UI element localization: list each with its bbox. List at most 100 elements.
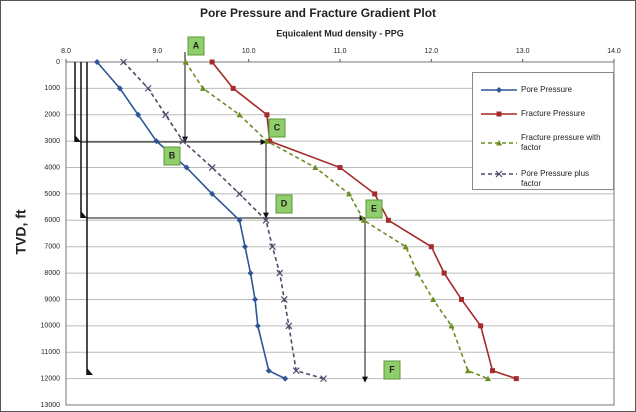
point: [276, 269, 284, 277]
point: [267, 138, 273, 144]
y-tick-label: 10000: [41, 323, 61, 330]
annotation-box: [268, 118, 286, 138]
point: [236, 111, 243, 118]
y-tick-label: 3000: [44, 138, 60, 145]
point: [208, 164, 216, 171]
annotation: D: [281, 198, 288, 208]
point: [414, 270, 421, 276]
point: [182, 59, 189, 65]
point: [441, 270, 447, 276]
point: [513, 376, 519, 382]
legend-swatch: [481, 87, 517, 93]
legend-swatch: [481, 111, 517, 117]
annotation-box: [275, 194, 293, 214]
x-axis-label: Equicalent Mud density - PPG: [276, 28, 404, 38]
point: [490, 368, 496, 374]
chart-title: Pore Pressure and Fracture Gradient Plot: [200, 6, 436, 20]
point: [320, 375, 327, 383]
point: [153, 138, 160, 145]
point: [242, 243, 249, 250]
annotation: B: [169, 150, 176, 160]
annotation: A: [193, 40, 200, 50]
point: [495, 170, 503, 178]
plot-area: [65, 61, 615, 406]
legend-label: Fracture Pressure: [521, 109, 586, 118]
y-tick-label: 6000: [44, 217, 60, 224]
point: [285, 322, 293, 330]
annotation-box: [163, 146, 181, 166]
legend-label: Pore Pressure plus factor: [521, 169, 590, 188]
point: [263, 138, 270, 144]
point: [162, 111, 169, 119]
x-tick-label: 10.0: [242, 48, 256, 55]
point: [385, 217, 391, 223]
point: [230, 85, 236, 91]
point: [183, 164, 190, 171]
point: [402, 243, 409, 250]
x-tick-label: 9.0: [152, 48, 162, 55]
x-tick-label: 13.0: [516, 48, 530, 55]
point: [209, 59, 215, 65]
point: [236, 190, 243, 198]
point: [116, 85, 123, 92]
point: [262, 216, 270, 224]
y-tick-label: 7000: [44, 244, 60, 251]
x-tick-label: 14.0: [607, 48, 621, 55]
y-tick-label: 4000: [44, 164, 60, 171]
point: [252, 296, 259, 303]
point: [179, 137, 187, 145]
point: [268, 243, 276, 251]
point: [265, 367, 272, 374]
y-tick-label: 11000: [41, 349, 60, 356]
point: [337, 165, 343, 171]
point: [292, 367, 300, 375]
y-tick-label: 9000: [44, 296, 60, 303]
y-tick-label: 5000: [44, 191, 60, 198]
point: [478, 323, 484, 329]
casing-shoe: [87, 368, 93, 375]
y-axis-label: TVD, ft: [13, 209, 29, 254]
annotation-box: [365, 199, 383, 219]
annotation-box: [383, 360, 401, 380]
y-tick-label: 12000: [41, 375, 61, 382]
point: [496, 111, 502, 117]
x-tick-label: 8.0: [61, 48, 71, 55]
x-tick-label: 11.0: [333, 48, 346, 55]
point: [496, 87, 502, 93]
point: [360, 217, 367, 223]
point: [346, 190, 353, 197]
x-tick-label: 12.0: [425, 48, 439, 55]
point: [254, 322, 261, 329]
annotation-box: [187, 36, 205, 56]
point: [280, 296, 288, 303]
casing-shoe: [75, 135, 81, 142]
point: [236, 217, 243, 224]
y-tick-label: 2000: [44, 112, 60, 119]
point: [94, 59, 101, 65]
point: [464, 367, 471, 374]
point: [496, 140, 502, 146]
annotation: C: [274, 122, 281, 132]
legend-label: Pore Pressure: [521, 85, 573, 94]
point: [209, 190, 216, 197]
point: [247, 270, 254, 277]
legend: Pore Pressure Fracture Pressure Fracture p…: [472, 72, 614, 190]
point: [430, 296, 437, 302]
casing-shoe: [81, 211, 87, 218]
point: [448, 322, 455, 329]
point: [458, 296, 464, 302]
point: [312, 164, 319, 171]
point: [144, 84, 152, 92]
annotation: F: [389, 364, 395, 374]
point: [135, 111, 142, 118]
y-tick-label: 13000: [41, 402, 61, 409]
legend-label: Fracture pressure with factor: [521, 133, 601, 152]
annotation: E: [371, 203, 377, 213]
point: [372, 191, 378, 197]
y-tick-label: 8000: [44, 270, 60, 277]
point: [282, 375, 289, 382]
y-tick-label: 0: [56, 59, 60, 66]
point: [484, 375, 491, 382]
